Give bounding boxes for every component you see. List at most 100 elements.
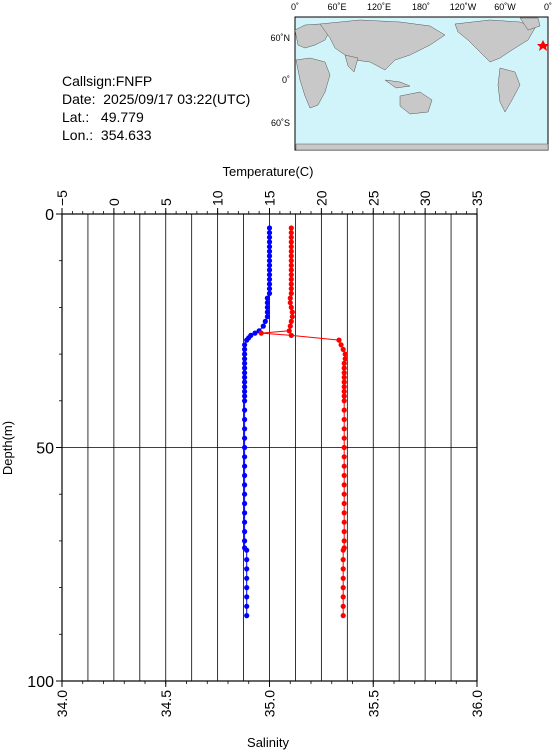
temperature-tick-label: 35 — [469, 190, 485, 206]
map-lon-label: 120˚W — [450, 2, 477, 12]
map-lat-label: 60˚S — [271, 118, 290, 128]
temperature-data-point — [288, 253, 294, 259]
map-land — [294, 17, 549, 151]
temperature-data-point — [288, 234, 294, 240]
salinity-data-point — [244, 594, 250, 600]
temperature-data-point — [341, 360, 347, 366]
temperature-data-point — [258, 330, 264, 336]
temperature-data-point — [340, 594, 346, 600]
temperature-data-point — [288, 286, 294, 292]
temperature-data-point — [288, 290, 294, 296]
temperature-data-point — [340, 603, 346, 609]
temperature-data-point — [341, 454, 347, 460]
salinity-data-point — [264, 295, 270, 301]
salinity-data-point — [244, 547, 250, 553]
salinity-data-point — [244, 613, 250, 619]
temperature-data-point — [288, 244, 294, 250]
temperature-axis-title: Temperature(C) — [222, 164, 313, 179]
salinity-data-point — [266, 290, 273, 296]
temperature-data-point — [288, 239, 294, 245]
temperature-data-point — [286, 328, 292, 334]
temperature-data-point — [340, 557, 346, 563]
temperature-data-point — [340, 346, 346, 352]
salinity-data-point — [266, 244, 273, 250]
salinity-data-point — [266, 230, 273, 236]
map-lon-label: 120˚E — [367, 2, 391, 12]
map-lon-label: 60˚E — [327, 2, 346, 12]
temperature-data-point — [338, 342, 344, 348]
temperature-data-point — [288, 258, 294, 264]
salinity-data-point — [242, 351, 248, 357]
temperature-data-point — [341, 472, 347, 479]
salinity-data-point — [264, 304, 270, 310]
temperature-data-point — [342, 356, 348, 362]
date-label: Date: — [62, 91, 96, 107]
temperature-data-point — [336, 337, 342, 343]
salinity-data-point — [242, 346, 248, 352]
temperature-data-point — [341, 365, 347, 371]
temperature-data-point — [288, 318, 294, 324]
salinity-data-point — [266, 286, 273, 292]
salinity-tick-label: 36.0 — [469, 690, 485, 717]
temperature-tick-label: 25 — [365, 190, 381, 206]
temperature-data-point — [341, 379, 347, 385]
temperature-data-point — [341, 384, 347, 390]
salinity-data-point — [266, 281, 273, 287]
salinity-data-point — [242, 342, 248, 348]
salinity-data-point — [266, 262, 273, 268]
lon-row: Lon.: 354.633 — [62, 126, 250, 144]
map-lat-label: 60˚N — [270, 33, 290, 43]
salinity-data-point — [266, 258, 273, 264]
salinity-data-point — [244, 575, 250, 581]
temperature-data-point — [340, 575, 346, 581]
date-row: Date: 2025/09/17 03:22(UTC) — [62, 90, 250, 108]
salinity-data-point — [244, 585, 250, 591]
temperature-data-point — [341, 529, 347, 535]
temperature-data-point — [341, 370, 347, 376]
salinity-data-point — [242, 379, 248, 385]
salinity-profile-line — [244, 228, 270, 616]
land-india — [344, 54, 359, 73]
temperature-data-point — [341, 500, 347, 507]
map-lon-label: 60˚W — [494, 2, 516, 12]
salinity-data-point — [260, 323, 266, 329]
lon-value: 354.633 — [100, 127, 152, 143]
depth-tick-label: 50 — [36, 441, 54, 458]
land-europe — [294, 23, 331, 49]
salinity-data-point — [242, 491, 248, 497]
salinity-data-point — [242, 538, 248, 544]
temperature-data-point — [341, 519, 347, 525]
salinity-tick-label: 35.5 — [365, 690, 381, 717]
depth-axis-title: Depth(m) — [0, 421, 15, 475]
salinity-data-point — [244, 603, 250, 609]
salinity-data-point — [264, 309, 270, 315]
land-north-america — [454, 19, 536, 63]
map-lat-label: 0˚ — [282, 75, 290, 85]
temperature-data-point — [341, 463, 347, 469]
salinity-tick-label: 34.0 — [54, 690, 70, 717]
salinity-data-point — [242, 454, 248, 460]
temperature-data-point — [288, 272, 294, 278]
temperature-data-point — [288, 230, 294, 236]
lat-value: 49.779 — [100, 109, 144, 125]
temperature-data-point — [288, 281, 294, 287]
land-australia — [399, 91, 433, 115]
temperature-tick-label: 30 — [417, 190, 433, 206]
salinity-data-point — [266, 272, 273, 278]
salinity-data-point — [242, 384, 248, 390]
salinity-data-point — [242, 435, 248, 441]
station-info: Callsign:FNFP Date: 2025/09/17 03:22(UTC… — [62, 72, 250, 144]
temperature-data-point — [341, 491, 347, 497]
salinity-data-point — [242, 529, 248, 535]
salinity-data-point — [242, 482, 248, 488]
temperature-data-point — [341, 426, 347, 432]
temperature-tick-label: 0 — [106, 198, 122, 206]
land-greenland — [519, 17, 541, 31]
salinity-data-point — [266, 234, 273, 240]
temperature-tick-label: 20 — [313, 190, 329, 206]
temperature-data-point — [340, 547, 346, 553]
salinity-data-point — [266, 225, 273, 231]
salinity-tick-label: 34.5 — [158, 690, 174, 717]
temperature-tick-label: 5 — [158, 198, 174, 206]
